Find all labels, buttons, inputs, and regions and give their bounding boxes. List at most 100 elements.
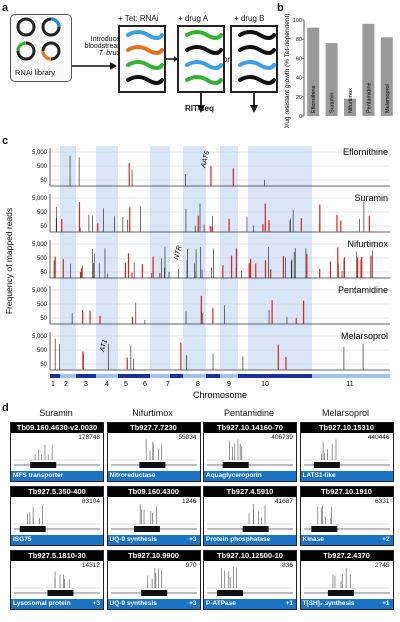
read-count: 440446 [367,434,390,441]
gene-body [133,526,160,532]
chromosome-label: 1 [51,381,55,388]
read-count: 14312 [81,562,100,569]
gene-annotation: MFS transporter [11,471,103,481]
read-count: 970 [185,562,197,569]
extra-hits: +3 [189,536,197,543]
gene-id: Tb927.10.9900 [107,551,200,561]
read-profile [207,504,293,532]
hit-cell: Tb09.160.4300 1246 UQ-9 synthesis +3 [106,486,201,546]
drug-column-header: Nifurtimox [132,408,173,418]
hit-cell: Tb927.10.14160-70 406739 Aquaglyceroporin [203,422,297,482]
hit-cell: Tb927.10.12500-10 836 P-ATPase +1 [203,550,297,610]
chartC-ytick: 5,000 [32,196,48,202]
gene-body [222,462,249,468]
gene-name: P-ATPase [206,600,236,607]
chartB-bar [380,37,393,116]
chromosome-segment [170,374,183,378]
chromosome-label: 2 [64,381,68,388]
gene-id: Tb927.10.1910 [300,487,393,497]
read-profile [303,505,390,532]
chartC-ytick: 500 [37,164,48,170]
chromosome-label: 6 [143,381,147,388]
trypanosome-icon [185,45,223,55]
read-count: 55834 [178,434,197,441]
extra-hits: +2 [382,536,390,543]
trypanosome-icon [126,75,164,85]
chromosome-label: 5 [124,381,128,388]
trypanosome-icon [126,45,164,55]
read-profile [14,571,100,596]
chromosome-segment [60,374,76,378]
resistance-bar-chart: Drug resistant growth (% Tet-dependent) … [284,14,393,128]
gene-annotation: Nitroreductase [107,471,200,481]
gene-id: Tb927.7.7230 [107,423,200,433]
gene-id: Tb927.4.5910 [204,487,296,497]
trypanosome-icon [185,75,223,85]
hit-cell: Tb927.7.7230 55834 Nitroreductase [106,422,201,482]
chartC-track-name: Eflornithine [343,147,388,157]
gene-annotation: Kinase +2 [300,535,393,545]
arrow-right-icon [72,62,117,70]
gene-name: ISG75 [13,536,32,543]
panel-label-a: a [2,2,9,14]
chartC-track-name: Pentamidine [338,285,388,295]
read-count: 178748 [78,434,100,441]
gene-name: UQ-9 synthesis [109,600,157,607]
hits-grid: Suramin Nifurtimox Pentamidine Melarsoprol T… [10,408,396,618]
chartB-ytick: 0 [299,114,302,120]
read-profile [110,567,197,596]
gene-name: Lysosomal protein [13,600,71,607]
hit-cell: Tb927.10.9900 970 UQ-9 synthesis +3 [106,550,201,610]
chartC-ytick: 500 [37,256,48,262]
chartB-ytick: 100 [293,18,302,24]
gene-track [14,528,100,530]
or-label: or [223,55,231,64]
hit-cell: Tb927.2.4370 2745 T[SH]₂ synthesis +1 [299,550,394,610]
gene-annotation: LATS1-like [300,471,393,481]
read-count: 2745 [375,562,390,569]
chartC-track-name: Suramin [354,193,388,203]
chartC-ylabel: Frequency of mapped reads [4,208,14,314]
chartB-ytick: 40 [296,76,302,82]
chartC-ytick: 50 [40,178,47,184]
drug-column-header: Suramin [39,408,73,418]
gene-annotation: P-ATPase +1 [204,599,296,609]
chartC-ytick: 5,000 [32,150,48,156]
chromosome-label: 9 [227,381,231,388]
chromosome-segment [96,374,118,378]
hit-cell: Tb927.4.5910 41687 Protein phosphatase [203,486,297,546]
read-count: 41687 [274,498,293,505]
gene-name: LATS1-like [302,472,336,479]
gene-annotation: T[SH]₂ synthesis +1 [300,599,393,609]
gene-track [303,464,390,466]
gene-name: MFS transporter [13,472,64,479]
extra-hits: +3 [92,600,100,607]
gene-track [303,528,390,530]
panel-label-b: b [277,2,284,14]
chartC-ytick: 5,000 [32,288,48,294]
selection-dishes [118,25,278,113]
chartC-annotation: NTR [173,245,183,261]
introduce-text: Introduce into bloodstream-form T. bruce… [78,36,146,57]
gene-annotation: ISG75 [11,535,103,545]
chromosome-segment [183,374,206,378]
gene-id: Tb09.160.4630-v2.0030 [11,423,103,433]
chromosome-segment [50,374,60,378]
chartC-annotation: AAT6 [200,150,211,169]
drug-column-header: Pentamidine [223,408,275,418]
gene-annotation: UQ-9 synthesis +3 [107,599,200,609]
chartB-ytick: 80 [296,37,302,43]
read-count: 83104 [81,498,100,505]
trypanosome-icon [185,60,223,70]
trypanosome-icon [238,75,276,85]
introduce-line-3: T. brucei [98,50,126,57]
read-profile [14,505,100,532]
panel-label-d: d [2,402,9,414]
gene-body [47,590,74,596]
chartC-ytick: 5,000 [32,242,48,248]
gene-body [140,590,167,596]
hit-cell: Tb09.160.4630-v2.0030 178748 MFS transport… [10,422,104,482]
chromosome-segment [312,374,390,378]
gene-body [242,526,269,532]
gene-body [310,526,337,532]
